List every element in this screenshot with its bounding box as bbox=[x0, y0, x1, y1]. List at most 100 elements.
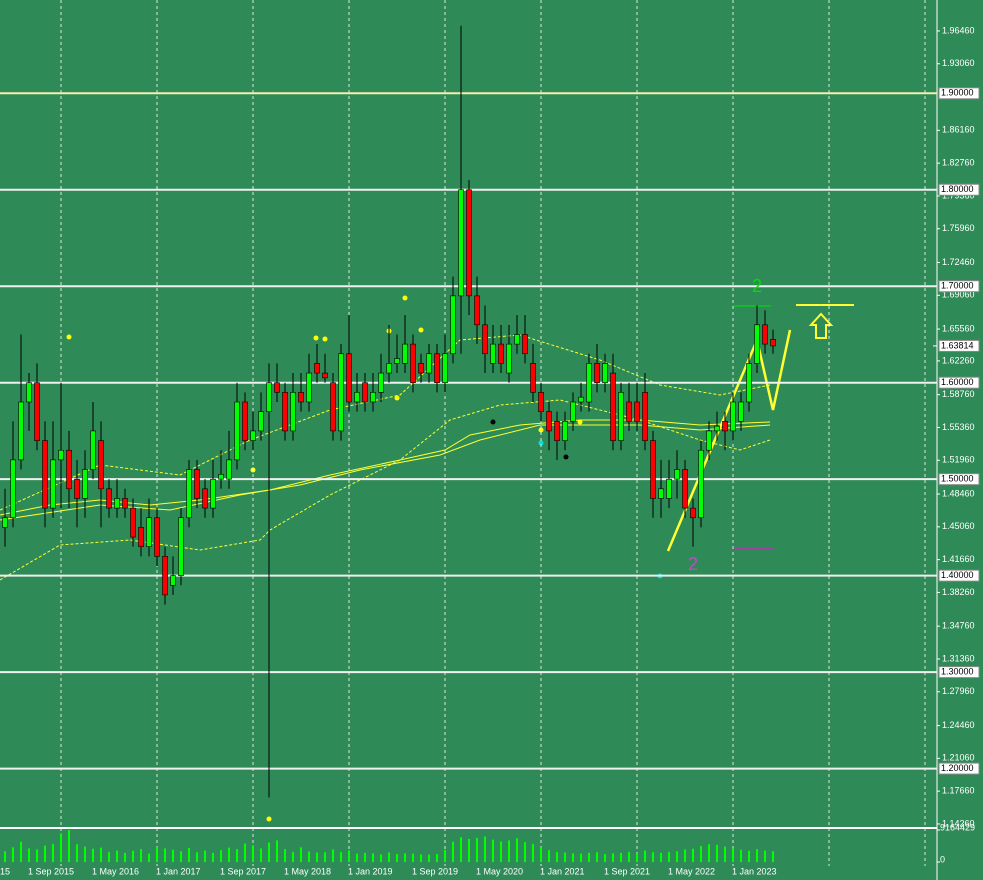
candle-body bbox=[90, 430, 96, 470]
level-label: 1.40000 bbox=[941, 570, 974, 580]
clipped-date-label: 15 bbox=[0, 866, 10, 876]
x-tick-label: 1 May 2018 bbox=[284, 866, 331, 876]
volume-tick-label: 9164429 bbox=[940, 822, 975, 832]
zigzag bbox=[666, 329, 792, 552]
candle-body bbox=[194, 469, 200, 499]
candle-body bbox=[514, 334, 520, 345]
candle-body bbox=[746, 363, 752, 403]
candle-body bbox=[330, 382, 336, 432]
candle-body bbox=[410, 343, 416, 383]
x-tick-label: 1 Jan 2021 bbox=[540, 866, 585, 876]
candle-body bbox=[162, 556, 168, 596]
candle-body bbox=[602, 363, 608, 383]
candle-body bbox=[562, 420, 568, 441]
candle-body bbox=[130, 507, 136, 538]
candle-body bbox=[18, 401, 24, 461]
level-label: 1.70000 bbox=[941, 281, 974, 291]
candle-body bbox=[450, 295, 456, 355]
y-tick-label: 1.75960 bbox=[942, 223, 975, 233]
candle-body bbox=[474, 295, 480, 326]
candle-body bbox=[242, 401, 248, 441]
y-tick-label: 1.72460 bbox=[942, 257, 975, 267]
candle-body bbox=[210, 478, 216, 509]
candle-body bbox=[250, 430, 256, 441]
candle-body bbox=[186, 469, 192, 519]
level-label-box bbox=[938, 87, 980, 100]
candle-body bbox=[226, 459, 232, 480]
candle-body bbox=[322, 372, 328, 379]
candle-body bbox=[458, 189, 464, 297]
candle-body bbox=[714, 425, 720, 432]
candle-body bbox=[106, 488, 112, 509]
y-tick-label: 1.58760 bbox=[942, 389, 975, 399]
y-tick-label: 1.93060 bbox=[942, 58, 975, 68]
wave-label: 2 bbox=[688, 554, 698, 574]
y-tick-label: 1.51960 bbox=[942, 455, 975, 465]
y-tick-label: 1.45060 bbox=[942, 521, 975, 531]
x-tick-label: 1 Sep 2019 bbox=[412, 866, 458, 876]
candle-body bbox=[682, 469, 688, 509]
x-tick-label: 1 Jan 2019 bbox=[348, 866, 393, 876]
level-label: 1.60000 bbox=[941, 377, 974, 387]
candle-body bbox=[114, 498, 120, 509]
candle-body bbox=[258, 411, 264, 432]
y-tick-label: 1.55360 bbox=[942, 422, 975, 432]
candle-body bbox=[426, 353, 432, 374]
candle-body bbox=[442, 353, 448, 383]
dot bbox=[538, 440, 544, 446]
x-tick-label: 1 May 2020 bbox=[476, 866, 523, 876]
y-tick-label: 1.96460 bbox=[942, 25, 975, 35]
level-label: 1.80000 bbox=[941, 184, 974, 194]
candle-body bbox=[522, 334, 528, 355]
candle-body bbox=[738, 401, 744, 422]
x-tick-label: 1 Sep 2015 bbox=[28, 866, 74, 876]
candle-body bbox=[578, 396, 584, 403]
candle-body bbox=[386, 363, 392, 374]
candle-body bbox=[394, 358, 400, 364]
fractals bbox=[66, 295, 663, 822]
wave-label: 2 bbox=[752, 276, 762, 296]
candle-body bbox=[362, 382, 368, 403]
candle-body bbox=[482, 324, 488, 355]
candle-body bbox=[650, 440, 656, 499]
candle-body bbox=[2, 517, 8, 528]
candle-body bbox=[594, 363, 600, 383]
volume-tick-label: 0 bbox=[940, 854, 945, 864]
level-label: 1.20000 bbox=[941, 763, 974, 773]
candle-body bbox=[202, 488, 208, 509]
dot bbox=[394, 395, 400, 401]
candle-body bbox=[466, 189, 472, 297]
candle-body bbox=[338, 353, 344, 432]
candle-body bbox=[74, 478, 80, 499]
candle-body bbox=[58, 449, 64, 461]
candle-body bbox=[266, 382, 272, 412]
y-tick-label: 1.65560 bbox=[942, 323, 975, 333]
dot bbox=[313, 335, 319, 341]
dot bbox=[563, 454, 569, 460]
candle-body bbox=[234, 401, 240, 461]
x-tick-label: 1 May 2016 bbox=[92, 866, 139, 876]
x-tick-label: 1 Sep 2021 bbox=[604, 866, 650, 876]
candle-body bbox=[170, 575, 176, 586]
candle-body bbox=[370, 392, 376, 403]
level-label: 1.30000 bbox=[941, 666, 974, 676]
candle-body bbox=[434, 353, 440, 383]
candle-body bbox=[82, 469, 88, 499]
candle-body bbox=[306, 372, 312, 403]
level-label-box bbox=[938, 376, 980, 389]
candle-body bbox=[314, 363, 320, 374]
y-tick-label: 1.62260 bbox=[942, 355, 975, 365]
level-label: 1.90000 bbox=[941, 88, 974, 98]
level-label-box bbox=[938, 280, 980, 293]
candle-body bbox=[146, 517, 152, 547]
candle-body bbox=[498, 343, 504, 364]
candle-body bbox=[770, 338, 776, 347]
y-tick-label: 1.38260 bbox=[942, 587, 975, 597]
candle-body bbox=[378, 372, 384, 393]
candle-body bbox=[354, 392, 360, 403]
y-tick-label: 1.17660 bbox=[942, 786, 975, 796]
y-tick-label: 1.69060 bbox=[942, 290, 975, 300]
y-tick-label: 1.34760 bbox=[942, 621, 975, 631]
candle-body bbox=[98, 440, 104, 490]
